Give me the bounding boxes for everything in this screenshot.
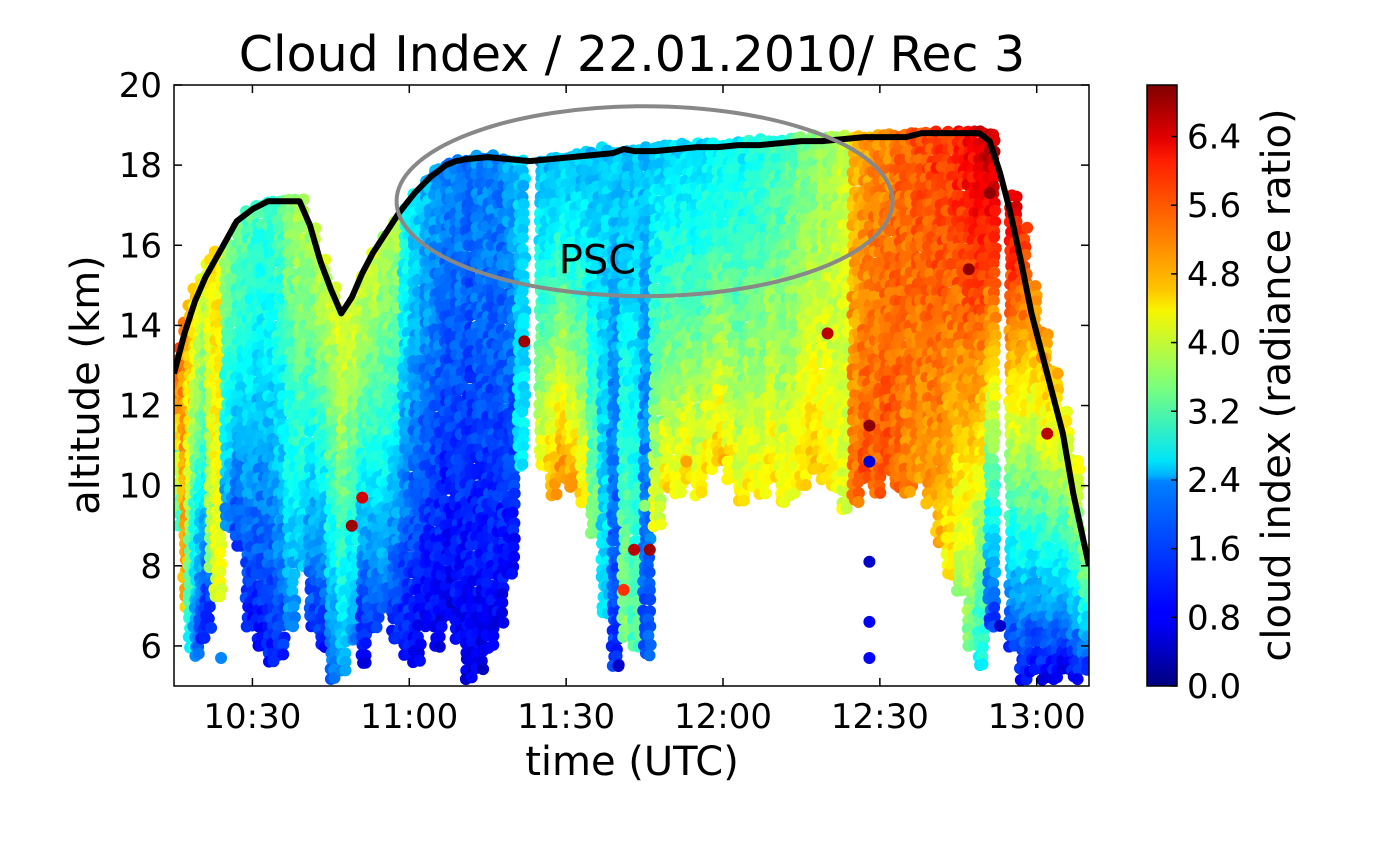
data-point [508,487,521,500]
data-point [435,620,448,633]
data-point [213,590,226,603]
data-point [286,585,299,598]
data-point [506,506,519,519]
data-point [516,258,529,271]
data-point [202,612,215,625]
data-point [643,566,656,579]
data-point [433,640,446,653]
data-point [487,638,500,651]
data-point [516,232,529,244]
data-point [516,458,529,471]
data-point [550,488,563,501]
data-point [198,631,211,644]
data-point [674,486,687,499]
data-point [413,654,426,667]
data-point [370,621,383,634]
data-point [287,600,300,613]
data-point [205,621,218,634]
data-point [277,648,290,661]
data-point [192,647,205,660]
data-point [654,518,667,531]
chart-title: Cloud Index / 22.01.2010/ Rec 3 [239,26,1025,83]
data-point [517,179,530,192]
data-point [288,611,301,624]
data-point [506,567,518,580]
data-point [203,600,216,613]
data-point [516,405,529,418]
data-point [477,663,490,676]
data-point [695,486,708,499]
data-point [644,593,657,606]
data-point [286,576,299,588]
data-point [214,565,227,578]
data-point [339,664,352,677]
data-point [653,500,666,513]
data-point [359,656,372,669]
data-point [287,620,300,633]
data-point [359,637,372,650]
data-point [277,638,290,651]
data-point [497,616,510,629]
data-point [214,546,227,559]
data-point [644,638,657,651]
data-point [516,285,529,298]
data-point [643,649,656,662]
